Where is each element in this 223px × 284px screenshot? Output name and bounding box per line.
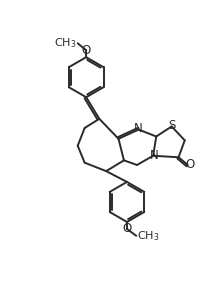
Text: O: O: [122, 222, 132, 235]
Text: O: O: [82, 44, 91, 57]
Text: CH$_3$: CH$_3$: [54, 36, 77, 50]
Text: O: O: [186, 158, 195, 172]
Text: CH$_3$: CH$_3$: [137, 229, 159, 243]
Text: N: N: [150, 149, 159, 162]
Text: S: S: [169, 119, 176, 132]
Text: N: N: [134, 122, 143, 135]
